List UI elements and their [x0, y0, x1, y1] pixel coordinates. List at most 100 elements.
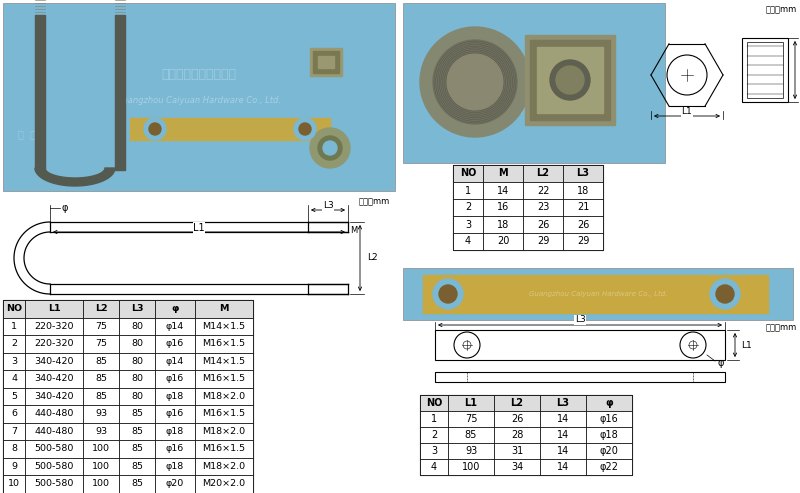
Bar: [195, 475, 253, 493]
Bar: [483, 233, 523, 250]
Text: L1: L1: [48, 304, 60, 313]
Bar: [420, 459, 448, 475]
Bar: [155, 335, 195, 352]
Text: 100: 100: [92, 479, 110, 488]
Bar: [453, 165, 603, 250]
Bar: [420, 411, 448, 427]
Circle shape: [299, 123, 311, 135]
Text: 500-580: 500-580: [34, 444, 74, 453]
Text: 10: 10: [8, 479, 20, 488]
Text: M14×1.5: M14×1.5: [202, 322, 246, 331]
Bar: [310, 48, 342, 76]
Bar: [115, 15, 125, 170]
Bar: [747, 42, 783, 98]
Bar: [155, 352, 195, 370]
Bar: [563, 199, 603, 216]
Text: 26: 26: [577, 219, 589, 230]
Text: 3: 3: [11, 357, 17, 366]
Text: 广  州: 广 州: [18, 130, 36, 140]
Bar: [3, 317, 25, 335]
Bar: [119, 300, 155, 317]
Bar: [540, 395, 586, 411]
Text: 500-580: 500-580: [34, 479, 74, 488]
Bar: [3, 387, 25, 405]
Text: φ18: φ18: [166, 427, 184, 436]
Text: 85: 85: [131, 462, 143, 471]
Text: φ20: φ20: [599, 446, 618, 456]
Bar: [494, 411, 540, 427]
Text: φ14: φ14: [166, 322, 184, 331]
Text: φ14: φ14: [166, 357, 184, 366]
Bar: [195, 317, 253, 335]
Bar: [155, 300, 195, 317]
Bar: [119, 475, 155, 493]
Bar: [195, 458, 253, 475]
Bar: [25, 317, 83, 335]
Text: 单位：mm: 单位：mm: [766, 5, 797, 14]
Bar: [25, 405, 83, 423]
Circle shape: [439, 285, 457, 303]
Text: 4: 4: [465, 237, 471, 246]
Text: M14×1.5: M14×1.5: [202, 357, 246, 366]
Bar: [586, 395, 632, 411]
Bar: [3, 300, 253, 493]
Text: 340-420: 340-420: [34, 357, 74, 366]
Text: 14: 14: [497, 185, 509, 196]
Text: 26: 26: [537, 219, 549, 230]
Circle shape: [447, 54, 503, 110]
Bar: [523, 233, 563, 250]
Bar: [155, 370, 195, 387]
Text: L1: L1: [465, 398, 478, 408]
Circle shape: [294, 118, 316, 140]
Bar: [483, 199, 523, 216]
Text: 26: 26: [511, 414, 523, 424]
Circle shape: [550, 60, 590, 100]
Text: 2: 2: [11, 339, 17, 348]
Text: M: M: [350, 226, 358, 235]
Text: 2: 2: [465, 203, 471, 212]
Bar: [313, 51, 339, 73]
Bar: [119, 405, 155, 423]
Text: 14: 14: [557, 446, 569, 456]
Text: 14: 14: [557, 462, 569, 472]
Bar: [195, 300, 253, 317]
Text: M: M: [219, 304, 229, 313]
Text: L3: L3: [557, 398, 570, 408]
Text: 75: 75: [465, 414, 478, 424]
Bar: [563, 233, 603, 250]
Text: 85: 85: [95, 392, 107, 401]
Text: M: M: [498, 169, 508, 178]
Bar: [453, 233, 483, 250]
Bar: [3, 475, 25, 493]
Text: 18: 18: [497, 219, 509, 230]
Bar: [448, 459, 494, 475]
Text: φ16: φ16: [166, 374, 184, 383]
Bar: [155, 387, 195, 405]
Text: 100: 100: [92, 462, 110, 471]
Polygon shape: [35, 168, 115, 186]
Text: 21: 21: [577, 203, 589, 212]
Bar: [423, 275, 768, 313]
Bar: [494, 395, 540, 411]
Text: L2: L2: [94, 304, 107, 313]
Bar: [119, 335, 155, 352]
Text: 单位：mm: 单位：mm: [766, 323, 797, 332]
Text: φ18: φ18: [166, 392, 184, 401]
Text: NO: NO: [460, 169, 476, 178]
Circle shape: [556, 66, 584, 94]
Text: 22: 22: [537, 185, 550, 196]
Text: M18×2.0: M18×2.0: [202, 392, 246, 401]
Bar: [494, 427, 540, 443]
Bar: [83, 335, 119, 352]
Circle shape: [144, 118, 166, 140]
Text: 8: 8: [11, 444, 17, 453]
Bar: [83, 475, 119, 493]
Text: M16×1.5: M16×1.5: [202, 444, 246, 453]
Bar: [3, 352, 25, 370]
Bar: [155, 475, 195, 493]
Bar: [448, 443, 494, 459]
Bar: [195, 335, 253, 352]
Bar: [3, 458, 25, 475]
Bar: [83, 352, 119, 370]
Bar: [525, 35, 615, 125]
